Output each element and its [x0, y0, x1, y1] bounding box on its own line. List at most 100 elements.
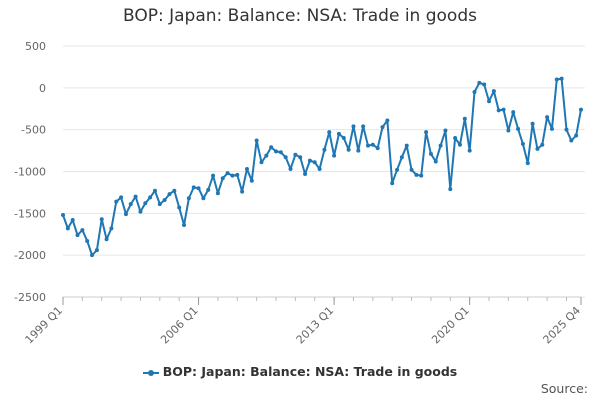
data-point	[274, 149, 279, 154]
data-point	[70, 218, 75, 223]
data-point	[375, 146, 380, 151]
source-label: Source:	[540, 381, 588, 396]
data-point	[327, 130, 332, 135]
data-point	[554, 77, 559, 82]
data-point	[191, 185, 196, 190]
data-point	[152, 188, 157, 193]
data-point	[182, 223, 187, 228]
x-tick-label: 2013 Q1	[294, 304, 337, 347]
data-point	[288, 166, 293, 171]
data-point	[530, 121, 535, 126]
data-point	[99, 217, 104, 222]
data-point	[85, 238, 90, 243]
x-axis: 1999 Q1 2006 Q1 2013 Q1 2020 Q1 2025 Q4	[23, 296, 584, 347]
data-point	[128, 202, 133, 207]
data-point	[419, 173, 424, 178]
data-point	[230, 173, 235, 178]
data-point	[559, 76, 564, 81]
chart-title: BOP: Japan: Balance: NSA: Trade in goods	[123, 6, 477, 26]
legend-line-marker-icon	[142, 368, 159, 378]
data-point	[395, 167, 400, 172]
data-point	[157, 202, 162, 207]
data-point	[211, 173, 216, 178]
data-point	[80, 228, 85, 233]
data-point	[506, 128, 511, 133]
x-tick-label: 2025 Q4	[541, 304, 584, 347]
legend[interactable]: BOP: Japan: Balance: NSA: Trade in goods	[0, 364, 600, 379]
data-point	[119, 195, 124, 200]
data-point	[443, 128, 448, 133]
data-point	[215, 191, 220, 196]
y-tick-label: 500	[25, 40, 46, 53]
data-point	[516, 126, 521, 131]
data-point	[240, 189, 245, 194]
data-point	[574, 133, 579, 138]
data-point	[235, 172, 240, 177]
data-point	[365, 143, 370, 148]
y-tick-label: -2000	[14, 249, 46, 262]
data-point	[545, 115, 550, 120]
data-point	[390, 181, 395, 186]
series-line	[62, 77, 582, 257]
data-point	[143, 201, 148, 206]
data-point	[172, 188, 177, 193]
data-point	[579, 107, 583, 112]
x-tick-label: 2020 Q1	[429, 304, 472, 347]
x-tick-label: 2006 Q1	[158, 304, 201, 347]
data-point	[453, 136, 458, 141]
data-point	[167, 192, 172, 197]
data-point	[462, 116, 467, 121]
data-point	[385, 118, 390, 123]
data-point	[487, 99, 492, 104]
data-point	[317, 166, 322, 171]
data-point	[94, 248, 99, 253]
data-point	[148, 195, 153, 200]
y-tick-label: -1000	[14, 166, 46, 179]
data-point	[569, 138, 574, 143]
y-tick-label: -1500	[14, 207, 46, 220]
data-point	[75, 233, 80, 238]
data-point	[283, 155, 288, 160]
data-point	[356, 148, 361, 153]
data-point	[278, 150, 283, 155]
data-point	[525, 161, 530, 166]
y-axis: 500 0 -500 -1000 -1500 -2000 -2500	[14, 40, 46, 304]
data-point	[65, 226, 70, 231]
data-point	[138, 209, 143, 214]
data-point	[162, 197, 167, 202]
data-point	[549, 126, 554, 131]
data-point	[186, 196, 191, 201]
data-point	[123, 212, 128, 217]
data-point	[225, 171, 230, 176]
data-point	[424, 130, 429, 135]
data-point	[259, 160, 264, 165]
data-point	[269, 145, 274, 150]
data-point	[409, 167, 414, 172]
series-layer	[61, 76, 583, 258]
data-point	[370, 142, 375, 147]
data-point	[298, 155, 303, 160]
data-point	[404, 143, 409, 148]
data-point	[346, 147, 351, 152]
data-point	[482, 82, 487, 87]
data-point	[133, 194, 138, 199]
data-point	[472, 90, 477, 95]
data-point	[109, 226, 114, 231]
data-point	[61, 213, 65, 218]
data-point	[196, 186, 201, 191]
data-point	[414, 172, 419, 177]
data-point	[501, 107, 506, 112]
data-point	[496, 108, 501, 113]
grid-layer	[63, 45, 585, 298]
data-point	[540, 142, 545, 147]
data-point	[249, 178, 254, 183]
data-point	[361, 124, 366, 129]
data-point	[477, 80, 482, 85]
data-point	[467, 148, 472, 153]
data-point	[312, 160, 317, 165]
data-point	[293, 152, 298, 157]
data-point	[220, 176, 225, 181]
data-point	[114, 199, 119, 204]
data-point	[244, 166, 249, 171]
